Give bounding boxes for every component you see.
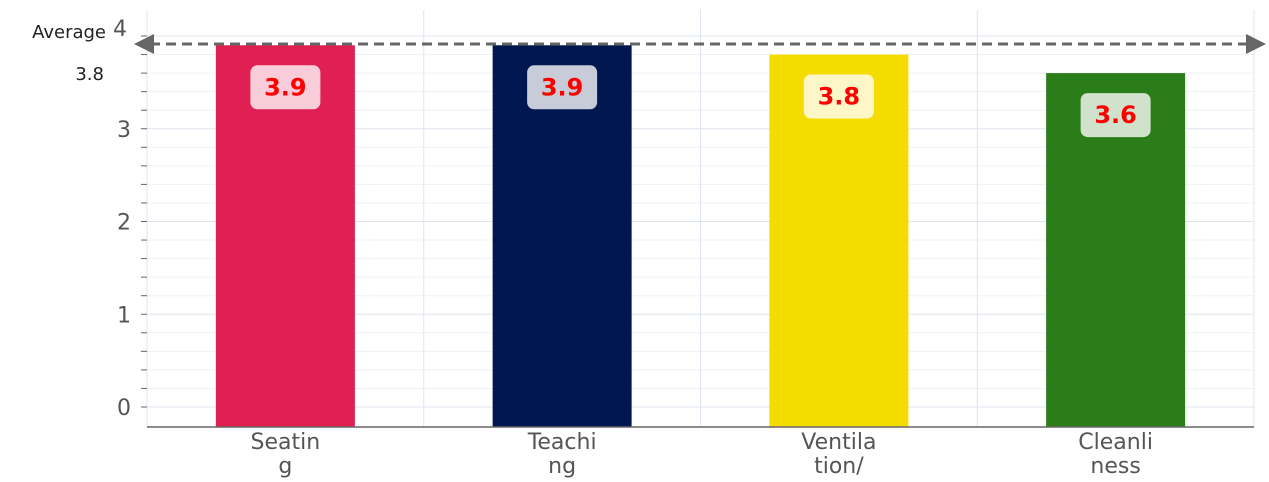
- x-tick-label: ng: [548, 454, 576, 479]
- value-labels: 3.9 3.9 3.8 3.6: [250, 65, 1151, 138]
- value-label-box: [1080, 93, 1151, 138]
- value-label: 3.6: [1094, 101, 1137, 129]
- x-tick-label: Teachi: [527, 430, 597, 455]
- y-tick-label: 3: [117, 118, 131, 143]
- average-value-label: 3.8: [75, 64, 104, 85]
- value-label: 3.8: [818, 83, 861, 111]
- average-line-group: Average 3.8: [32, 22, 1266, 85]
- average-arrow-right: [1246, 34, 1266, 54]
- value-label: 3.9: [541, 73, 584, 101]
- x-tick-label: Cleanli: [1078, 430, 1153, 455]
- value-label: 3.9: [264, 73, 307, 101]
- y-tick-label: 4: [113, 17, 127, 42]
- x-tick-label: tion/: [814, 454, 864, 479]
- x-tick-label: Ventila: [801, 430, 876, 455]
- average-arrow-left: [134, 34, 154, 54]
- y-axis-minor-ticks: [141, 35, 147, 408]
- x-tick-label: ness: [1090, 454, 1140, 479]
- x-tick-label: Seatin: [251, 430, 321, 455]
- y-tick-label: 0: [117, 396, 131, 421]
- y-axis-tick-labels: 0 1 2 3 4: [113, 17, 131, 421]
- value-label-box: [803, 74, 874, 119]
- average-label: Average: [32, 22, 106, 43]
- y-tick-label: 1: [117, 303, 131, 328]
- value-label-box: [250, 65, 321, 110]
- value-label-box: [527, 65, 598, 110]
- x-tick-label: g: [278, 454, 292, 479]
- y-tick-label: 2: [117, 211, 131, 236]
- bars: [215, 45, 1186, 428]
